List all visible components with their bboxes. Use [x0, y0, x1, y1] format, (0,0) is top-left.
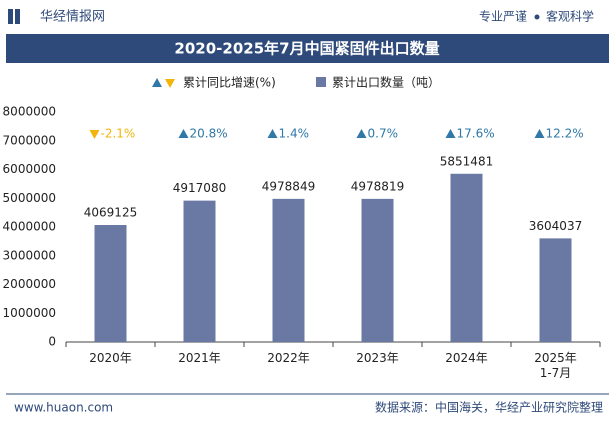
growth-marker: [267, 129, 278, 138]
y-tick-label: 2000000: [3, 277, 56, 291]
title-bar: [6, 34, 609, 63]
footer-website: www.huaon.com: [14, 401, 113, 415]
footer-source: 数据来源：中国海关，华经产业研究院整理: [375, 400, 603, 415]
growth-label: 0.7%: [368, 127, 399, 141]
growth-marker: [178, 129, 189, 138]
bar: [94, 225, 127, 342]
legend-swatch: [316, 77, 326, 87]
bar-value-label: 4917080: [173, 181, 226, 195]
growth-label: 20.8%: [190, 127, 228, 141]
bar: [183, 200, 216, 342]
legend-label: 累计出口数量（吨）: [332, 75, 440, 90]
bar-value-label: 4069125: [84, 206, 137, 220]
y-tick-label: 3000000: [3, 248, 56, 262]
slogan: 客观科学: [546, 9, 594, 24]
logo-text: 华经情报网: [40, 10, 105, 25]
growth-marker: [534, 129, 545, 138]
x-tick-label: 2025年 1-7月: [534, 351, 577, 380]
slogan: 专业严谨: [479, 9, 527, 24]
y-tick-label: 6000000: [3, 162, 56, 176]
growth-marker: [89, 130, 100, 139]
bar-value-label: 4978819: [351, 179, 404, 193]
slogan-dot: [534, 14, 540, 20]
growth-label: 1.4%: [279, 127, 310, 141]
growth-marker: [152, 78, 162, 87]
growth-label: 12.2%: [546, 127, 584, 141]
bar-value-label: 4978849: [262, 179, 315, 193]
y-tick-label: 4000000: [3, 220, 56, 234]
logo-icon: [8, 9, 13, 24]
growth-label: -2.1%: [101, 127, 136, 141]
x-tick-label: 2024年: [445, 351, 488, 365]
y-tick-label: 5000000: [3, 191, 56, 205]
y-tick-label: 1000000: [3, 306, 56, 320]
x-tick-label: 2023年: [356, 351, 399, 365]
x-tick-label: 2022年: [267, 351, 310, 365]
bar: [539, 238, 572, 342]
y-tick-label: 0: [48, 335, 56, 349]
growth-marker: [165, 79, 175, 88]
bar: [361, 198, 394, 342]
chart-title: 2020-2025年7月中国紧固件出口数量: [174, 40, 439, 58]
growth-label: 17.6%: [457, 127, 495, 141]
growth-marker: [356, 129, 367, 138]
bar-value-label: 3604037: [529, 219, 582, 233]
x-tick-label: 2021年: [178, 351, 221, 365]
y-tick-label: 7000000: [3, 133, 56, 147]
legend-label: 累计同比增速(%): [183, 76, 276, 90]
y-tick-label: 8000000: [3, 105, 56, 119]
logo-icon: [15, 9, 20, 24]
x-tick-label: 2020年: [89, 351, 132, 365]
bar-value-label: 5851481: [440, 154, 493, 168]
bar: [450, 173, 483, 342]
bar: [272, 198, 305, 342]
growth-marker: [445, 129, 456, 138]
